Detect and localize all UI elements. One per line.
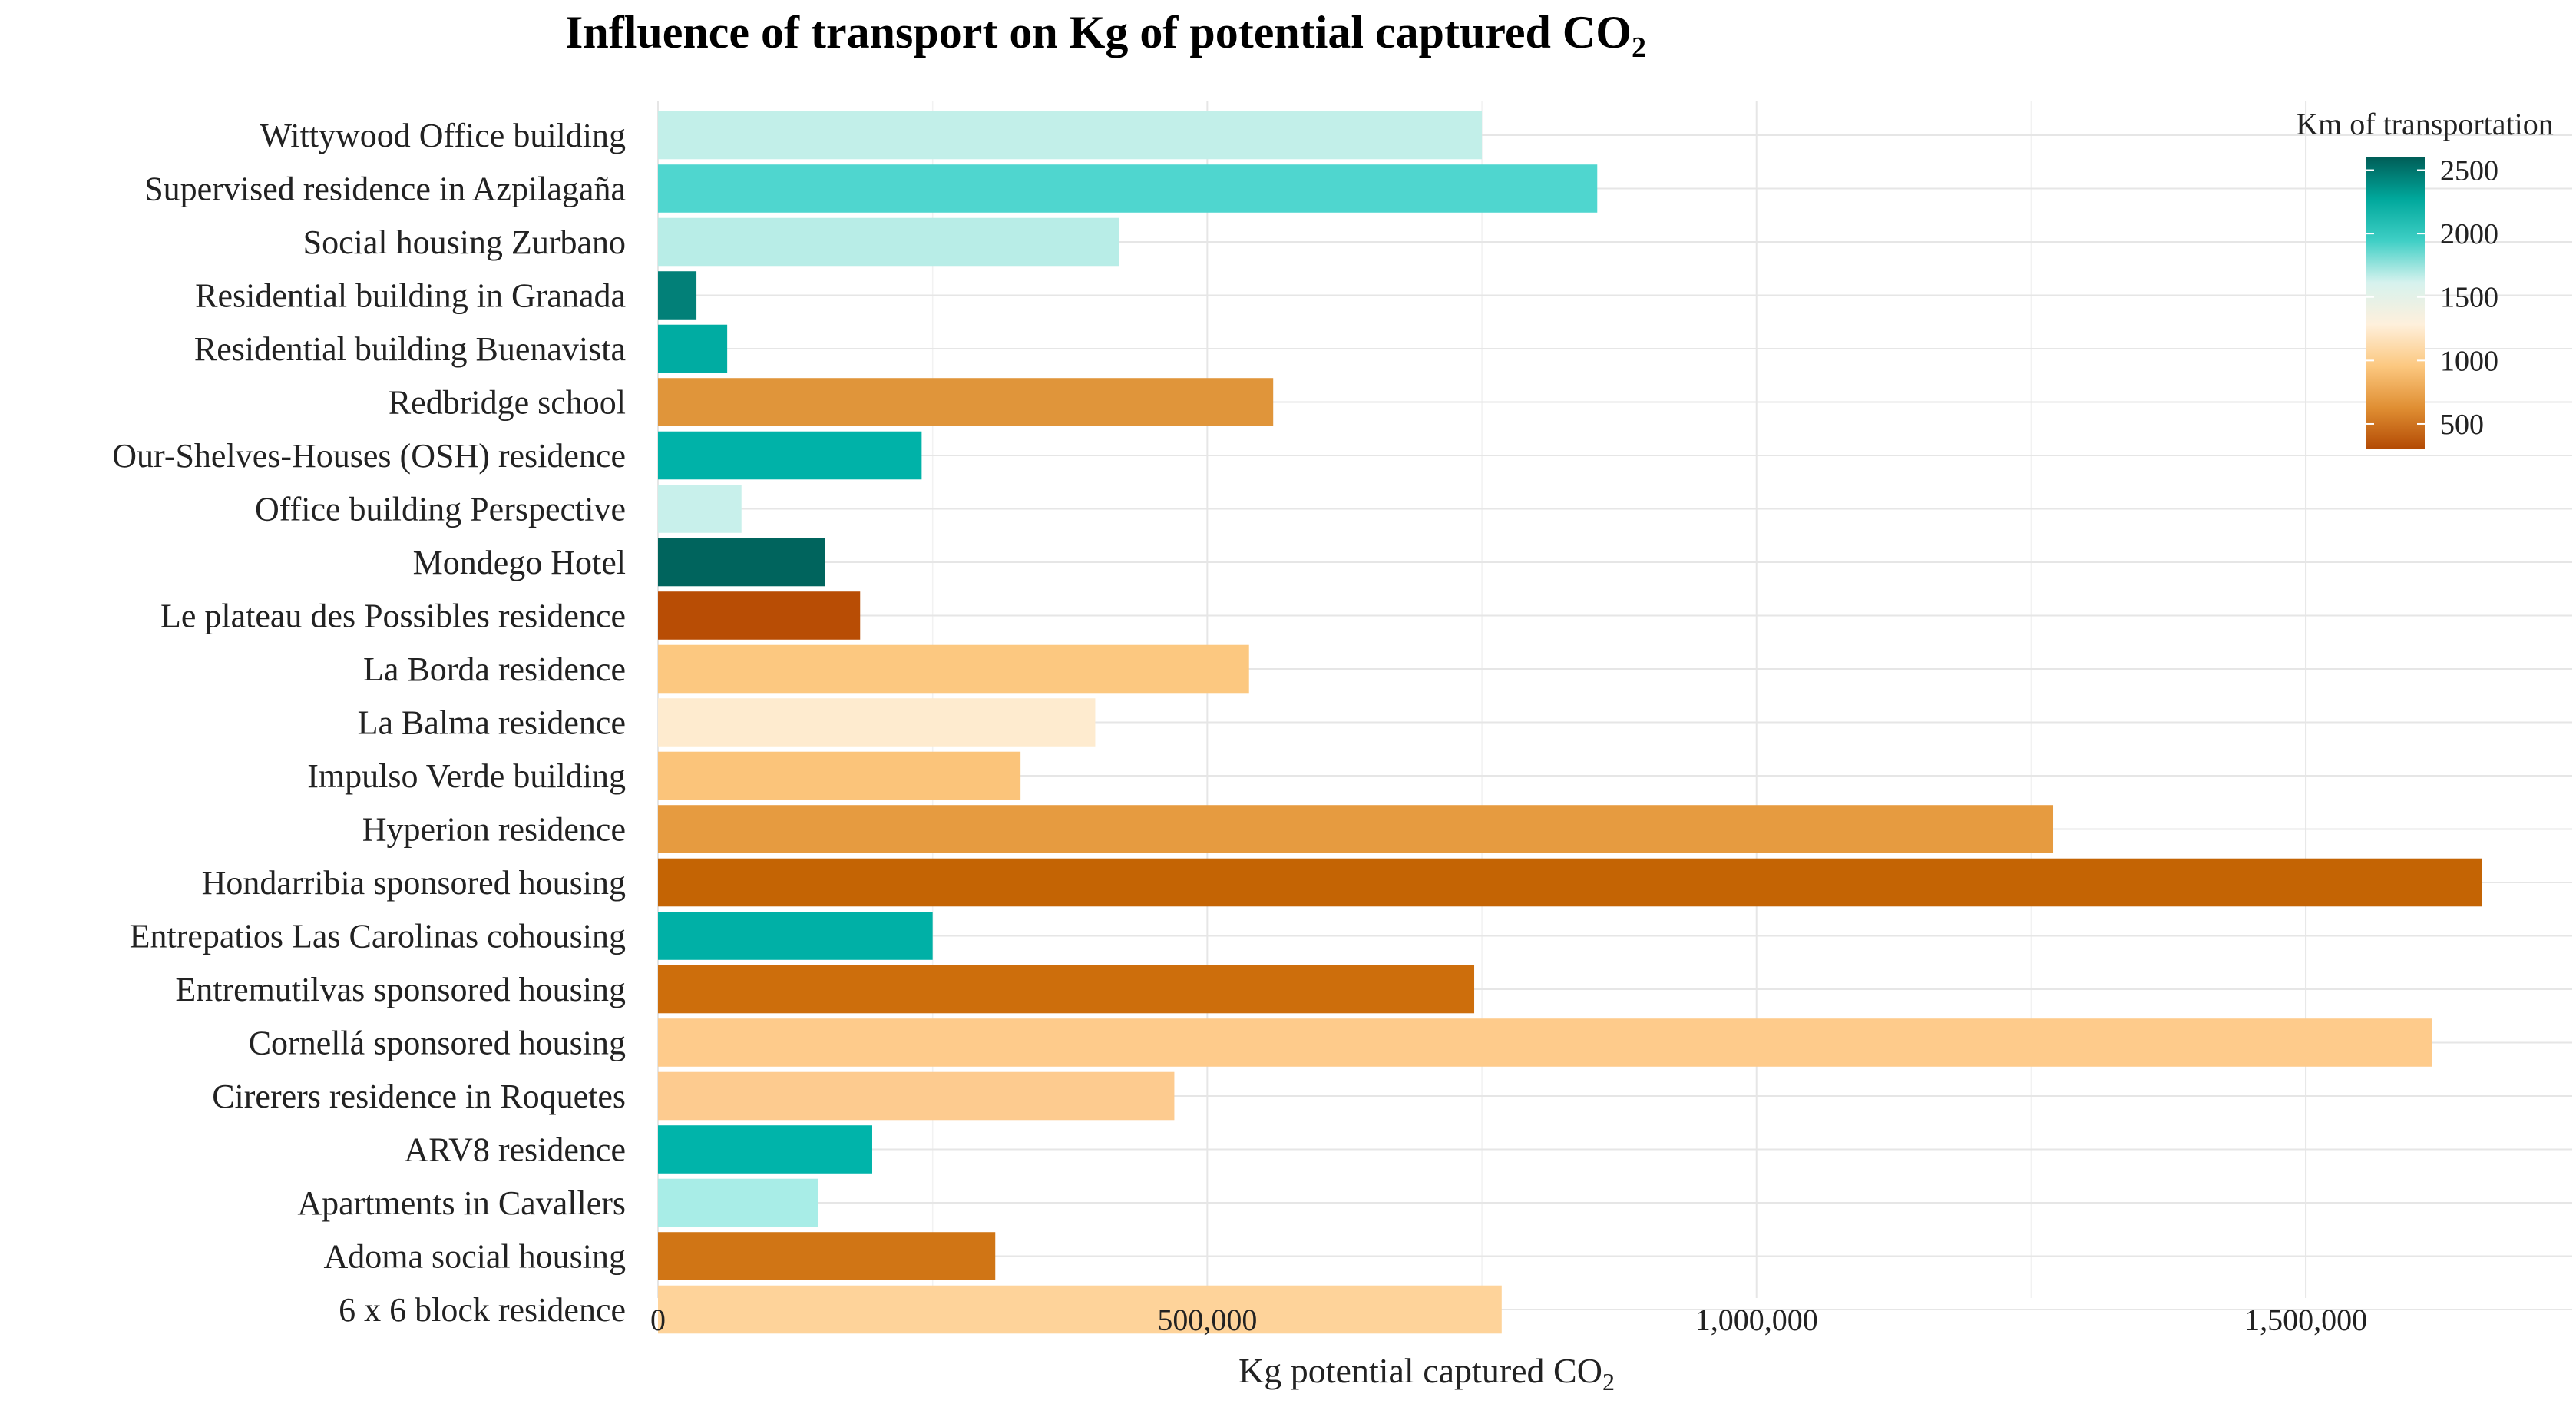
bar <box>658 217 1119 267</box>
category-label: Le plateau des Possibles residence <box>160 598 626 635</box>
category-label: Apartments in Cavallers <box>297 1184 626 1222</box>
category-label: La Balma residence <box>358 704 626 742</box>
bar <box>658 912 933 960</box>
bar <box>658 164 1598 213</box>
x-tick-label: 1,000,000 <box>1695 1303 1818 1337</box>
bar <box>658 538 825 587</box>
bar <box>658 1071 1175 1121</box>
category-label: Residential building in Granada <box>195 277 626 315</box>
bar <box>658 378 1274 426</box>
bar <box>658 965 1475 1014</box>
category-label: Office building Perspective <box>255 491 626 528</box>
colorbar-legend: Km of transportation 2500 2000 1500 1000 500 <box>2296 107 2554 449</box>
category-label: Wittywood Office building <box>260 117 626 154</box>
category-label: Mondego Hotel <box>413 544 626 581</box>
bar <box>658 858 2482 907</box>
x-tick-label: 1,500,000 <box>2244 1303 2367 1337</box>
category-label: Residential building Buenavista <box>194 330 626 368</box>
category-label: Entrepatios Las Carolinas cohousing <box>130 918 626 955</box>
category-label: Redbridge school <box>389 384 626 422</box>
category-label: Social housing Zurbano <box>303 224 626 261</box>
bar <box>658 751 1021 800</box>
bar <box>658 111 1483 160</box>
category-label: La Borda residence <box>363 651 626 688</box>
category-label: Impulso Verde building <box>307 757 626 795</box>
bars <box>658 111 2482 1334</box>
legend-tick-label: 500 <box>2440 409 2484 441</box>
bar <box>658 644 1249 694</box>
legend-tick-label: 2000 <box>2440 218 2498 250</box>
bar <box>658 431 922 480</box>
category-label: Hyperion residence <box>362 811 626 849</box>
bar <box>658 698 1096 747</box>
category-label: Entremutilvas sponsored housing <box>175 971 626 1008</box>
category-label: Our-Shelves-Houses (OSH) residence <box>112 437 626 475</box>
bar <box>658 1232 996 1280</box>
category-label: Cornellá sponsored housing <box>249 1025 626 1062</box>
legend-tick-label: 1000 <box>2440 345 2498 377</box>
legend-title: Km of transportation <box>2296 107 2554 141</box>
category-label: ARV8 residence <box>405 1131 627 1169</box>
category-label: Supervised residence in Azpilagaña <box>144 171 626 208</box>
bar <box>658 1018 2432 1067</box>
bar <box>658 324 728 373</box>
category-label: 6 x 6 block residence <box>339 1291 626 1329</box>
category-label: Adoma social housing <box>323 1238 626 1276</box>
bar <box>658 591 861 640</box>
x-tick-labels: 0 500,000 1,000,000 1,500,000 <box>650 1303 2367 1337</box>
category-labels: Wittywood Office building Supervised resi… <box>112 117 626 1329</box>
x-axis-title: Kg potential captured CO2 <box>1238 1351 1615 1396</box>
bar <box>658 805 2054 853</box>
x-tick-label: 500,000 <box>1157 1303 1257 1337</box>
bar <box>658 485 742 533</box>
category-label: Hondarribia sponsored housing <box>202 864 626 902</box>
legend-colorbar <box>2366 157 2425 449</box>
bar <box>658 1178 818 1227</box>
x-tick-label: 0 <box>650 1303 666 1337</box>
legend-tick-label: 2500 <box>2440 155 2498 187</box>
bar <box>658 1285 1502 1334</box>
chart-title: Influence of transport on Kg of potentia… <box>565 7 1646 64</box>
bar <box>658 1125 872 1174</box>
legend-tick-label: 1500 <box>2440 282 2498 314</box>
category-label: Cirerers residence in Roquetes <box>212 1078 626 1115</box>
bar <box>658 271 697 320</box>
